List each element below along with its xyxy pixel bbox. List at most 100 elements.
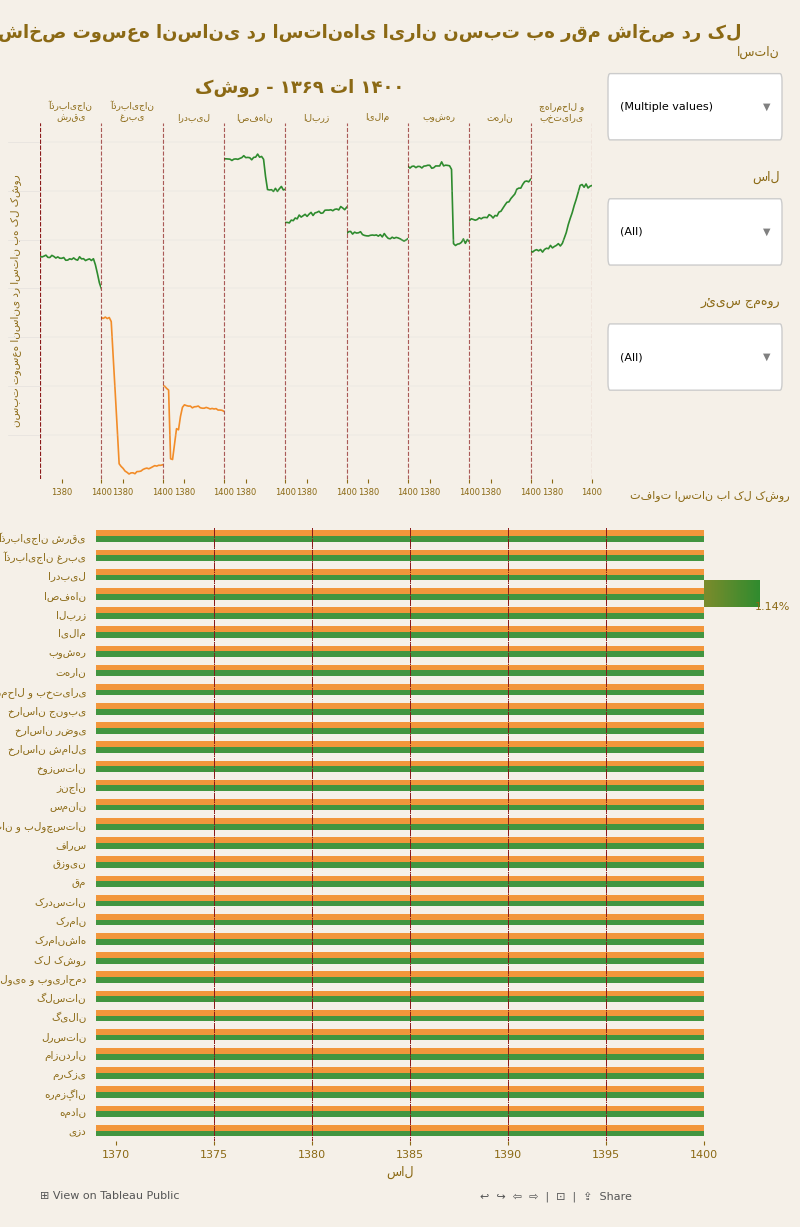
Bar <box>726 580 727 607</box>
Bar <box>668 580 670 607</box>
Text: سال: سال <box>752 171 780 184</box>
Bar <box>757 580 758 607</box>
Bar <box>690 580 691 607</box>
Bar <box>684 580 685 607</box>
Bar <box>753 580 754 607</box>
Bar <box>754 580 756 607</box>
Bar <box>623 580 625 607</box>
Bar <box>648 580 649 607</box>
Bar <box>737 580 738 607</box>
Bar <box>632 580 634 607</box>
Bar <box>710 580 711 607</box>
Bar <box>658 580 659 607</box>
Bar <box>619 580 620 607</box>
Bar <box>677 580 678 607</box>
Text: کشور - ۱۳۶۹ تا ۱۴۰۰: کشور - ۱۳۶۹ تا ۱۴۰۰ <box>195 80 405 97</box>
Bar <box>733 580 734 607</box>
Bar <box>686 580 688 607</box>
Bar <box>675 580 677 607</box>
Bar <box>721 580 722 607</box>
Bar <box>681 580 682 607</box>
Bar <box>655 580 656 607</box>
Bar <box>618 580 619 607</box>
Bar <box>749 580 750 607</box>
Text: ⊞ View on Tableau Public: ⊞ View on Tableau Public <box>40 1191 179 1201</box>
Bar <box>747 580 749 607</box>
FancyBboxPatch shape <box>608 199 782 265</box>
Bar <box>699 580 701 607</box>
Bar <box>638 580 639 607</box>
Bar <box>666 580 668 607</box>
Bar <box>649 580 650 607</box>
Bar <box>659 580 661 607</box>
FancyBboxPatch shape <box>608 74 782 140</box>
Bar <box>701 580 702 607</box>
Text: ▼: ▼ <box>762 227 770 237</box>
Text: استان: استان <box>738 45 780 59</box>
Bar <box>720 580 721 607</box>
Text: رئیس جمهور: رئیس جمهور <box>700 296 780 309</box>
Title: اصفهان: اصفهان <box>236 113 273 121</box>
Text: نسبت توسعه انسانی در استان به کل کشور: نسبت توسعه انسانی در استان به کل کشور <box>10 174 22 427</box>
Bar <box>758 580 760 607</box>
Text: 1.14%: 1.14% <box>754 602 790 612</box>
Bar <box>643 580 645 607</box>
Bar <box>750 580 751 607</box>
Bar <box>740 580 742 607</box>
Bar <box>724 580 726 607</box>
Bar <box>751 580 753 607</box>
Text: تفاوت استان با کل کشور: تفاوت استان با کل کشور <box>630 490 790 501</box>
Bar <box>688 580 690 607</box>
Bar <box>695 580 697 607</box>
Text: (All): (All) <box>620 227 642 237</box>
Bar <box>742 580 744 607</box>
Bar <box>650 580 652 607</box>
Text: درصد تفاوت شاخص توسعه انسانی در استان‌های ایران نسبت به رقم شاخص در کل: درصد تفاوت شاخص توسعه انسانی در استان‌ها… <box>0 25 742 42</box>
Text: ↩  ↪  ⇦  ⇨  |  ⊡  |  ⇪  Share: ↩ ↪ ⇦ ⇨ | ⊡ | ⇪ Share <box>480 1191 632 1201</box>
Bar <box>718 580 720 607</box>
Bar <box>692 580 694 607</box>
Text: (Multiple values): (Multiple values) <box>620 102 713 112</box>
Bar <box>706 580 708 607</box>
Bar <box>630 580 632 607</box>
Bar <box>636 580 638 607</box>
Bar <box>622 580 623 607</box>
Bar <box>672 580 674 607</box>
Bar <box>697 580 698 607</box>
Bar <box>642 580 643 607</box>
Bar <box>738 580 740 607</box>
Bar <box>728 580 730 607</box>
Title: البرز: البرز <box>303 113 329 121</box>
Bar <box>654 580 655 607</box>
Bar <box>714 580 715 607</box>
Bar <box>656 580 658 607</box>
Bar <box>665 580 666 607</box>
Bar <box>678 580 679 607</box>
Bar <box>722 580 724 607</box>
Bar <box>634 580 636 607</box>
Bar <box>646 580 648 607</box>
Bar <box>702 580 704 607</box>
Text: ▼: ▼ <box>762 352 770 362</box>
Bar <box>641 580 642 607</box>
Bar <box>691 580 692 607</box>
Text: 0.86%: 0.86% <box>610 602 646 612</box>
Bar <box>663 580 665 607</box>
Text: (All): (All) <box>620 352 642 362</box>
Title: آذربایجان
غربی: آذربایجان غربی <box>110 101 154 121</box>
Bar <box>694 580 695 607</box>
Title: چهارمحال و
بختیاری: چهارمحال و بختیاری <box>538 103 584 121</box>
Bar <box>756 580 757 607</box>
Bar <box>662 580 663 607</box>
Bar <box>652 580 654 607</box>
Title: ایلام: ایلام <box>366 113 390 121</box>
Bar <box>715 580 717 607</box>
Bar <box>727 580 728 607</box>
Text: ▼: ▼ <box>762 102 770 112</box>
Bar <box>731 580 733 607</box>
X-axis label: سال: سال <box>386 1166 414 1179</box>
Bar <box>625 580 626 607</box>
Bar <box>704 580 706 607</box>
Bar <box>734 580 735 607</box>
Bar <box>713 580 714 607</box>
